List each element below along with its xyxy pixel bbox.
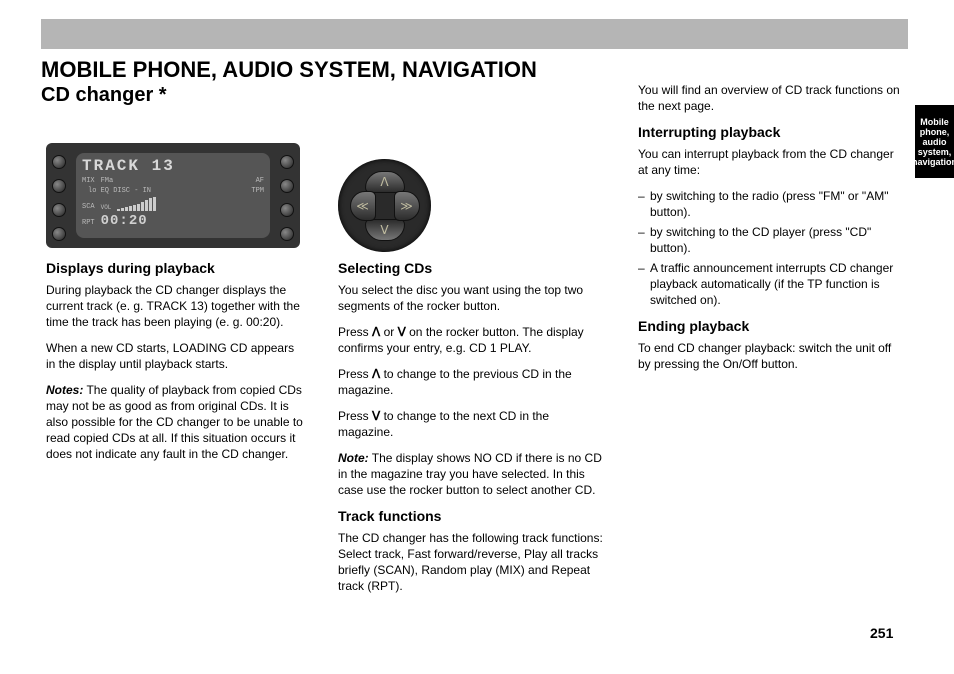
middle-column-heading: Selecting CDs	[338, 260, 606, 276]
display-indicator: lo EQ DISC - IN	[88, 187, 151, 195]
page-number: 251	[870, 625, 893, 641]
display-indicator: RPT	[82, 219, 95, 227]
chevron-down-icon: ᐯ	[398, 325, 406, 339]
section-subtitle: CD changer *	[41, 84, 167, 107]
left-column-heading: Displays during playback	[46, 260, 304, 276]
rocker-right-icon: ≫	[394, 191, 420, 221]
side-tab-line: Mobile	[920, 117, 949, 127]
radio-side-button	[52, 179, 66, 193]
chevron-up-icon: ᐱ	[372, 367, 380, 381]
display-time: 00:20	[101, 213, 148, 229]
bullet-prefix: Press	[338, 367, 369, 381]
radio-display-illustration: TRACK 13 MIX FMa AF lo EQ DISC - IN TPM …	[46, 143, 300, 248]
display-indicator: FMa	[101, 177, 114, 185]
list-item: by switching to the radio (press "FM" or…	[638, 188, 906, 220]
radio-side-button	[280, 179, 294, 193]
display-indicator: SCA	[82, 203, 95, 211]
display-track: TRACK 13	[82, 157, 264, 175]
right-column-heading-2: Ending playback	[638, 318, 906, 334]
radio-side-button	[52, 203, 66, 217]
radio-screen: TRACK 13 MIX FMa AF lo EQ DISC - IN TPM …	[76, 153, 270, 238]
body-text: The CD changer has the following track f…	[338, 530, 606, 594]
rocker-down-icon: ᐯ	[365, 219, 405, 241]
note-body: The display shows NO CD if there is no C…	[338, 451, 602, 497]
display-indicator: AF	[256, 177, 264, 185]
left-column: Displays during playback During playback…	[46, 260, 304, 472]
radio-side-button	[280, 203, 294, 217]
body-text: Press ᐱ or ᐯ on the rocker button. The d…	[338, 324, 606, 356]
note-label: Notes:	[46, 383, 83, 397]
section-title: MOBILE PHONE, AUDIO SYSTEM, NAVIGATION	[41, 57, 537, 83]
body-text: You can interrupt playback from the CD c…	[638, 146, 906, 178]
body-text: When a new CD starts, LOADING CD appears…	[46, 340, 304, 372]
display-indicator: MIX	[82, 177, 95, 185]
rocker-left-icon: ≪	[350, 191, 376, 221]
note: Note: The display shows NO CD if there i…	[338, 450, 606, 498]
middle-column: Selecting CDs You select the disc you wa…	[338, 260, 606, 604]
note: Notes: The quality of playback from copi…	[46, 382, 304, 462]
middle-column-heading-2: Track functions	[338, 508, 606, 524]
body-text: Press ᐱ to change to the previous CD in …	[338, 366, 606, 398]
radio-side-button	[52, 227, 66, 241]
side-tab: Mobile phone, audio system, navigation	[915, 105, 954, 178]
side-tab-line: system,	[918, 147, 952, 157]
radio-side-button	[52, 155, 66, 169]
note-label: Note:	[338, 451, 369, 465]
radio-side-button	[280, 227, 294, 241]
list-item: by switching to the CD player (press "CD…	[638, 224, 906, 256]
body-text: To end CD changer playback: switch the u…	[638, 340, 906, 372]
body-text: During playback the CD changer displays …	[46, 282, 304, 330]
right-column: You will find an overview of CD track fu…	[638, 82, 906, 382]
body-text: You will find an overview of CD track fu…	[638, 82, 906, 114]
display-volume-bars	[117, 197, 156, 211]
body-text: Press ᐯ to change to the next CD in the …	[338, 408, 606, 440]
bullet-rest: to change to the next CD in the magazine…	[338, 409, 549, 439]
chevron-down-icon: ᐯ	[372, 409, 380, 423]
rocker-button-illustration: ᐱ ᐯ ≪ ≫	[338, 159, 431, 252]
display-indicator: TPM	[251, 187, 264, 195]
side-tab-line: audio	[923, 137, 947, 147]
bullet-list: by switching to the radio (press "FM" or…	[638, 188, 906, 308]
header-bar	[41, 19, 908, 49]
bullet-prefix: Press	[338, 409, 369, 423]
rocker-up-icon: ᐱ	[365, 171, 405, 193]
note-body: The quality of playback from copied CDs …	[46, 383, 303, 461]
chevron-up-icon: ᐱ	[372, 325, 380, 339]
radio-side-button	[280, 155, 294, 169]
body-text: You select the disc you want using the t…	[338, 282, 606, 314]
right-column-heading: Interrupting playback	[638, 124, 906, 140]
side-tab-line: navigation	[912, 157, 954, 167]
side-tab-line: phone,	[920, 127, 950, 137]
display-vol-label: VOL	[101, 204, 112, 211]
list-item: A traffic announcement interrupts CD cha…	[638, 260, 906, 308]
